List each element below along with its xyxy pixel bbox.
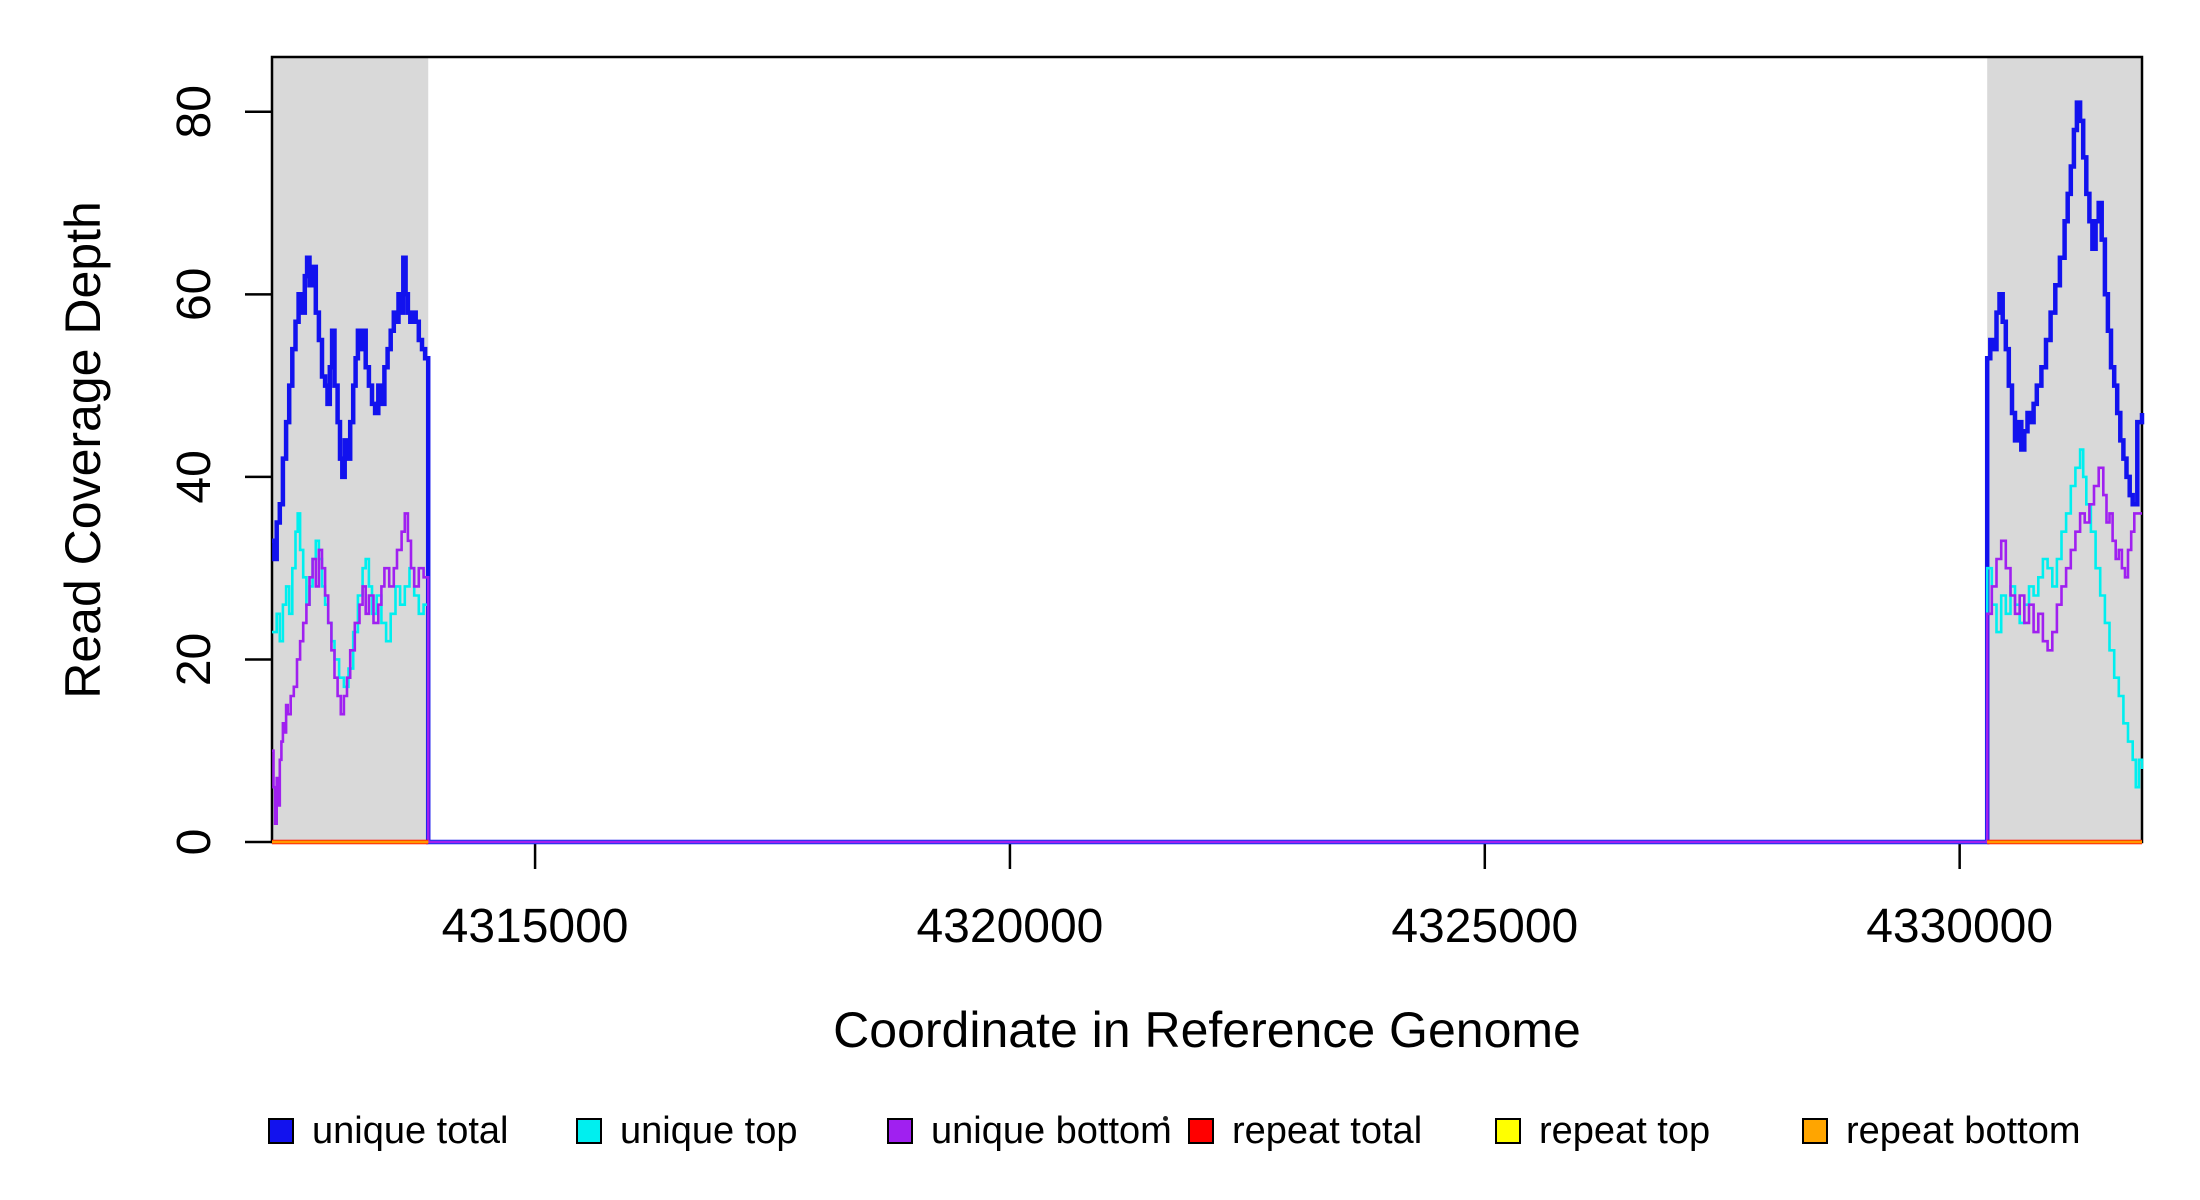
y-tick-label: 20 bbox=[168, 633, 221, 686]
x-tick-label: 4320000 bbox=[916, 900, 1103, 953]
series-line-unique-bottom bbox=[272, 466, 2142, 844]
repeat-region-highlight-1 bbox=[1987, 57, 2142, 842]
y-tick-label: 80 bbox=[168, 85, 221, 138]
x-tick-label: 4325000 bbox=[1391, 900, 1578, 953]
x-tick-label: 4315000 bbox=[442, 900, 629, 953]
x-axis-title: Coordinate in Reference Genome bbox=[833, 1002, 1581, 1058]
y-axis-title: Read Coverage Depth bbox=[55, 201, 111, 699]
x-tick-label: 4330000 bbox=[1866, 900, 2053, 953]
y-tick-label: 40 bbox=[168, 450, 221, 503]
y-tick-label: 0 bbox=[168, 829, 221, 856]
series-line-unique-total bbox=[272, 100, 2145, 845]
series-line-unique-top bbox=[272, 448, 2144, 844]
plot-border bbox=[270, 55, 2144, 844]
y-tick-label: 60 bbox=[168, 268, 221, 321]
